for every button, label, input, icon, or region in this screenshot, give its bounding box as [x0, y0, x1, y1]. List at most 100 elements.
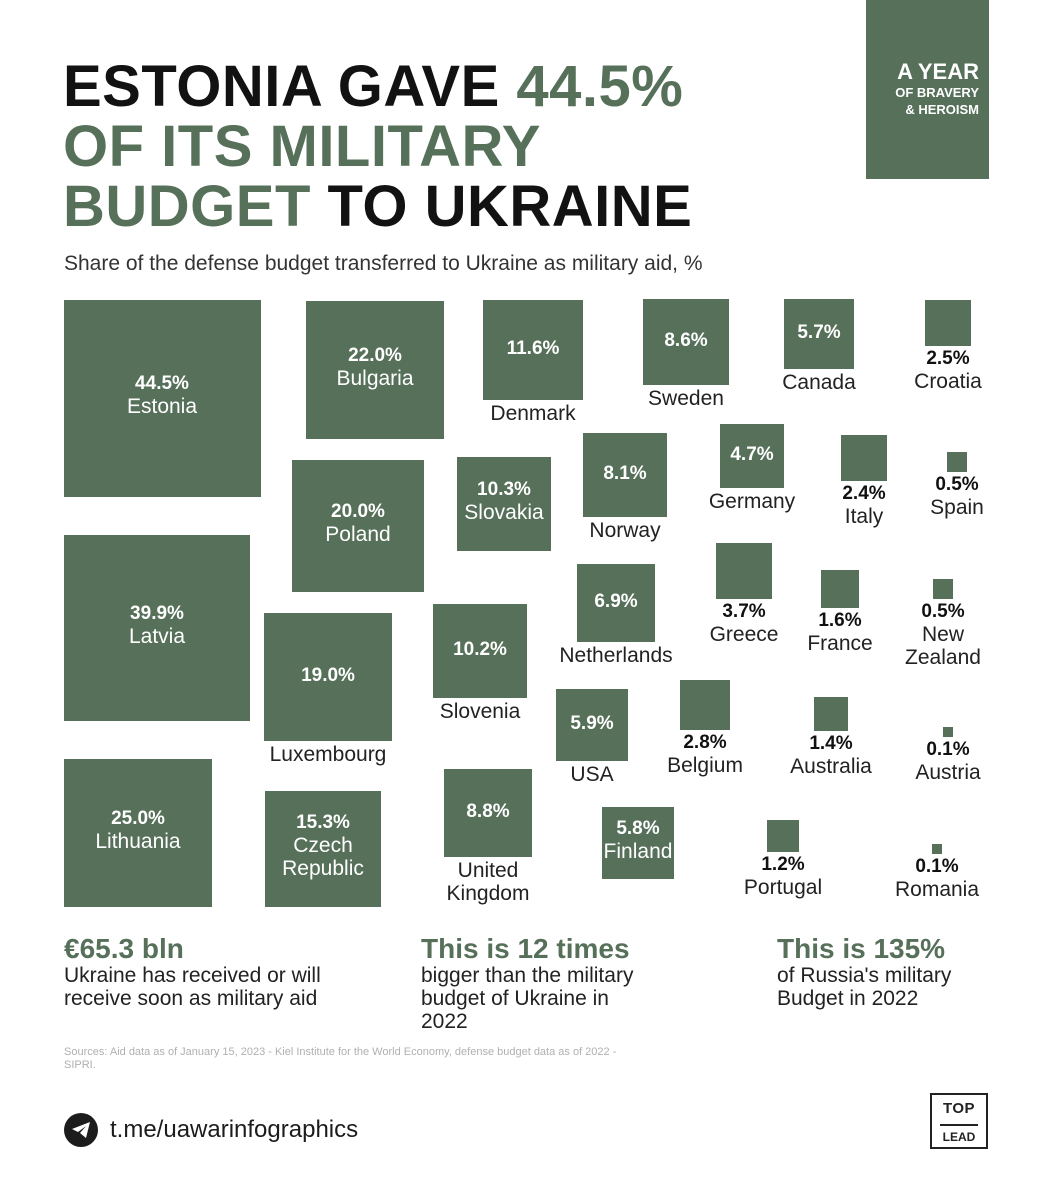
square-estonia: [63, 299, 261, 497]
square-luxembourg: [263, 612, 393, 742]
value-label: 0.1%: [926, 738, 970, 760]
value-label: 11.6%: [506, 338, 560, 359]
top-lead-logo: TOP LEAD: [930, 1093, 988, 1149]
country-label: Lithuania: [95, 829, 181, 853]
label-name-germany: Germany: [709, 490, 795, 513]
stat-description: bigger than the military budget of Ukrai…: [421, 964, 634, 1033]
label-france: 1.6% France: [807, 610, 873, 655]
label-name-united-kingdom: United Kingdom: [447, 859, 530, 905]
title-part: TO UKRAINE: [310, 174, 693, 239]
country-label: United Kingdom: [446, 858, 530, 905]
square-chart: 44.5% Estonia 39.9% Latvia 25.0% Lithuania 22.…: [63, 298, 984, 907]
label-value-germany: 4.7%: [730, 444, 774, 466]
country-label: Canada: [782, 371, 856, 395]
value-label: 8.8%: [466, 801, 510, 822]
label-poland: 20.0% Poland: [325, 501, 391, 546]
label-name-slovenia: Slovenia: [440, 700, 521, 723]
square-netherlands: [577, 564, 655, 642]
stat-value: €65.3 bln: [64, 933, 184, 964]
label-name-sweden: Sweden: [648, 387, 724, 410]
title-line-1: ESTONIA GAVE 44.5%: [63, 58, 683, 116]
value-label: 2.4%: [842, 482, 886, 504]
square-new-zealand: [932, 578, 954, 600]
country-label: Portugal: [743, 876, 823, 900]
logo-top: TOP: [942, 1100, 976, 1117]
country-label: USA: [570, 762, 614, 786]
square-czech-republic: [265, 791, 381, 907]
square-france: [821, 570, 859, 608]
country-label: Poland: [325, 522, 391, 546]
square-latvia: [63, 534, 251, 722]
square-australia: [813, 696, 849, 732]
country-label: France: [807, 631, 873, 655]
country-label: Norway: [589, 519, 661, 543]
square-slovakia: [456, 456, 552, 552]
value-label: 19.0%: [301, 665, 355, 686]
square-germany: [719, 423, 784, 488]
stat-description: Ukraine has received or will receive soo…: [64, 964, 321, 1010]
label-value-usa: 5.9%: [570, 713, 614, 735]
country-label: Slovakia: [464, 500, 544, 524]
value-label: 5.9%: [570, 713, 614, 734]
square-greece: [715, 542, 773, 600]
label-latvia: 39.9% Latvia: [128, 603, 186, 648]
country-label: Estonia: [126, 394, 198, 418]
country-label: Italy: [844, 504, 884, 528]
value-label: 1.4%: [809, 733, 853, 755]
stat-russia-budget: This is 135% of Russia's military Budget…: [777, 933, 1017, 1011]
label-lithuania: 25.0% Lithuania: [95, 808, 181, 853]
value-label: 1.2%: [761, 854, 805, 876]
title-line-3: BUDGET TO UKRAINE: [63, 178, 692, 236]
square-italy: [841, 435, 887, 481]
label-name-netherlands: Netherlands: [559, 644, 672, 667]
label-austria: 0.1% Austria: [915, 738, 980, 784]
stat-value: This is 135%: [777, 933, 946, 964]
label-value-norway: 8.1%: [603, 463, 647, 485]
stat-total-aid: €65.3 bln Ukraine has received or will r…: [64, 933, 344, 1011]
label-new-zealand: 0.5% New Zealand: [905, 602, 981, 670]
label-portugal: 1.2% Portugal: [743, 854, 823, 900]
square-lithuania: [64, 759, 212, 907]
square-usa: [556, 689, 628, 761]
square-norway: [582, 432, 668, 518]
title-line-2: OF ITS MILITARY: [63, 114, 541, 179]
square-finland: [602, 807, 674, 879]
telegram-link[interactable]: t.me/uawarinfographics: [64, 1113, 358, 1147]
country-label: Australia: [790, 755, 872, 779]
label-value-luxembourg: 19.0%: [301, 665, 355, 687]
value-label: 39.9%: [130, 603, 184, 624]
label-finland: 5.8% Finland: [603, 818, 673, 863]
stat-description: of Russia's military Budget in 2022: [777, 964, 952, 1010]
logo-bottom: LEAD: [940, 1124, 978, 1145]
country-label: Netherlands: [559, 643, 673, 667]
title-highlight: 44.5%: [516, 54, 684, 119]
value-label: 4.7%: [730, 444, 774, 465]
label-slovakia: 10.3% Slovakia: [464, 479, 544, 524]
paper-plane-icon: [72, 1122, 90, 1138]
value-label: 3.7%: [722, 601, 766, 623]
value-label: 2.8%: [683, 731, 727, 753]
country-label: Slovenia: [439, 700, 521, 724]
country-label: Latvia: [128, 624, 186, 648]
country-label: Germany: [708, 490, 796, 513]
value-label: 8.1%: [603, 463, 647, 484]
square-croatia: [924, 299, 972, 347]
country-label: Belgium: [667, 753, 743, 777]
telegram-icon: [64, 1113, 98, 1147]
telegram-url[interactable]: t.me/uawarinfographics: [110, 1116, 359, 1143]
label-value-slovenia: 10.2%: [453, 639, 507, 661]
square-portugal: [766, 819, 800, 853]
square-denmark: [482, 299, 584, 401]
value-label: 2.5%: [926, 348, 970, 370]
label-name-luxembourg: Luxembourg: [270, 743, 387, 766]
chart-subtitle: Share of the defense budget transferred …: [64, 252, 703, 275]
country-label: Bulgaria: [336, 366, 414, 390]
label-value-united-kingdom: 8.8%: [466, 801, 510, 823]
country-label: Finland: [603, 839, 673, 863]
value-label: 5.7%: [797, 322, 841, 343]
value-label: 8.6%: [664, 330, 708, 351]
value-label: 0.1%: [915, 855, 959, 877]
label-estonia: 44.5% Estonia: [126, 373, 198, 418]
badge-line-1: A YEAR: [897, 59, 979, 84]
label-value-denmark: 11.6%: [506, 338, 560, 360]
